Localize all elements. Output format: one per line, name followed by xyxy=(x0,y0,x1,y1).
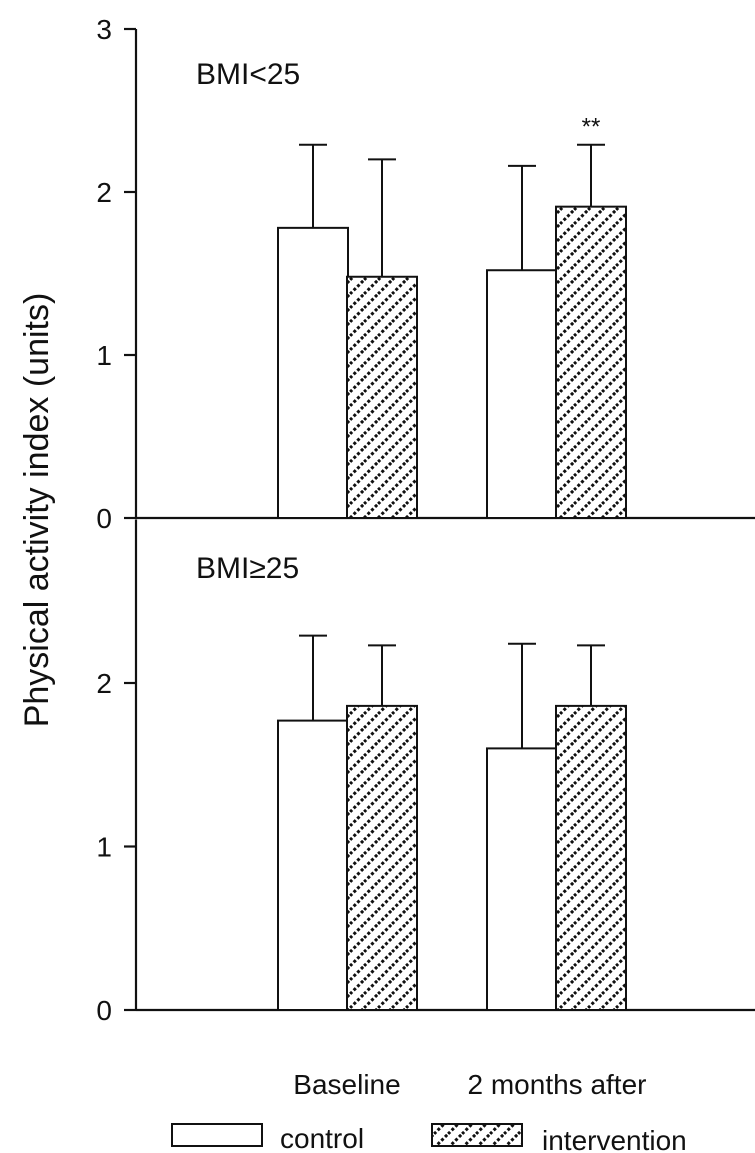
y-tick-label: 3 xyxy=(96,14,112,45)
y-tick-label: 0 xyxy=(96,503,112,534)
y-axis-label: Physical activity index (units) xyxy=(18,293,56,728)
y-tick-label: 1 xyxy=(96,340,112,371)
y-tick-label: 2 xyxy=(96,668,112,699)
legend: control intervention xyxy=(171,1123,687,1153)
bar-intervention-2 xyxy=(555,704,627,1011)
legend-label-intervention: intervention xyxy=(542,1125,687,1153)
x-label-baseline: Baseline xyxy=(293,1069,400,1100)
significance-marker: ** xyxy=(582,114,601,141)
bar-control-2 xyxy=(486,747,558,1012)
bar-intervention-2 xyxy=(555,205,627,519)
bar-intervention-1 xyxy=(346,704,418,1011)
legend-swatch-intervention xyxy=(431,1123,523,1147)
x-label-2-months-after: 2 months after xyxy=(468,1069,647,1100)
panel-2: 0 1 2 BMI≥25 xyxy=(96,519,755,1026)
panel-label: BMI<25 xyxy=(196,58,300,91)
y-tick-label: 2 xyxy=(96,177,112,208)
panel-label: BMI≥25 xyxy=(196,552,299,585)
y-tick-label: 0 xyxy=(96,995,112,1026)
y-tick-label: 1 xyxy=(96,832,112,863)
bar-control-1 xyxy=(277,226,349,520)
legend-swatch-control xyxy=(171,1123,263,1147)
bar-control-2 xyxy=(486,269,558,519)
chart-panels: 0 1 2 3 BMI<25 ** 0 1 2 BMI≥25 xyxy=(96,14,755,1026)
bar-intervention-1 xyxy=(346,275,418,520)
panel-1: 0 1 2 3 BMI<25 ** xyxy=(96,14,755,534)
bar-control-1 xyxy=(277,719,349,1011)
legend-label-control: control xyxy=(280,1123,364,1153)
